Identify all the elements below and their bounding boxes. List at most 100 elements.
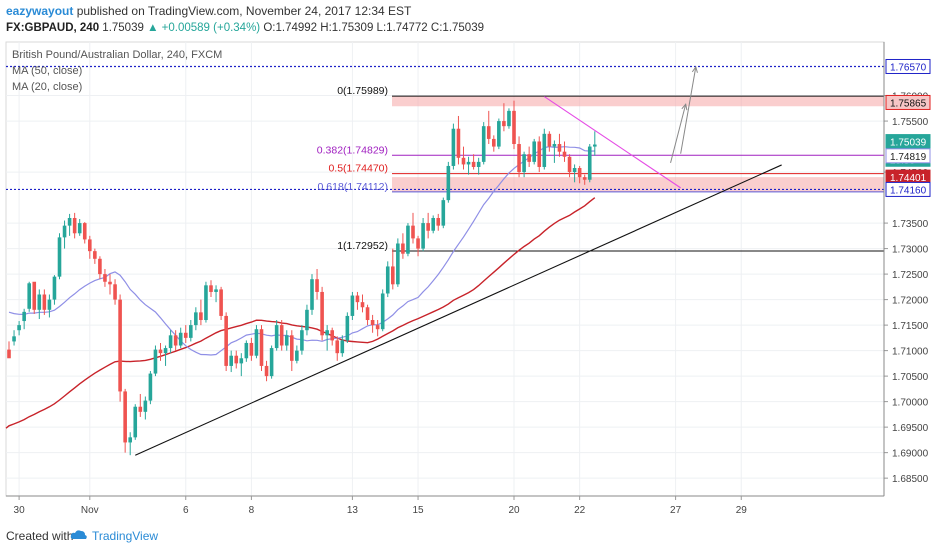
candle-body: [335, 340, 340, 354]
high-value: H:1.75309: [320, 22, 374, 34]
candle-body: [128, 437, 132, 443]
candle-body: [315, 279, 319, 292]
candle-body: [375, 325, 380, 330]
y-tick-label: 1.73500: [892, 219, 929, 230]
candle-body: [274, 325, 279, 349]
candle-body: [93, 251, 97, 259]
candle-body: [295, 350, 299, 361]
candle-body: [486, 126, 491, 139]
candle-body: [330, 330, 334, 341]
fib-level-label: 1(1.72952): [337, 240, 388, 252]
candle-body: [138, 406, 143, 412]
candle-body: [406, 225, 410, 254]
candle-body: [587, 146, 592, 180]
candle-body: [32, 281, 37, 310]
candle-body: [310, 279, 314, 310]
y-tick-label: 1.73000: [892, 245, 929, 256]
x-tick-label: 22: [574, 505, 586, 516]
tradingview-cloud-icon: [70, 530, 87, 539]
ma50-line: [5, 197, 596, 429]
candle-body: [229, 355, 233, 366]
candle-body: [577, 167, 582, 178]
candle-body: [204, 285, 208, 321]
drawings: [135, 65, 782, 456]
candle-body: [547, 133, 552, 147]
time-axis[interactable]: 30 Nov 6 8 13 15 20 22 27 29: [6, 495, 884, 516]
candle-body: [421, 223, 425, 249]
price-label: 1.74401: [890, 173, 927, 184]
candle-body: [62, 225, 67, 238]
candle-body: [219, 289, 223, 316]
candle-body: [98, 258, 102, 275]
candle-body: [527, 154, 531, 162]
candle-body: [380, 293, 385, 330]
y-tick-label: 1.69000: [892, 449, 929, 460]
candle-body: [401, 243, 405, 254]
candle-body: [173, 335, 178, 346]
candle-body: [512, 110, 516, 145]
fib-level-label: 0.618(1.74112): [318, 181, 388, 193]
x-tick-label: Nov: [81, 505, 99, 516]
candle-body: [411, 225, 415, 239]
candle-body: [57, 237, 62, 277]
candle-body: [224, 315, 228, 366]
candle-body: [365, 307, 370, 321]
candle-body: [552, 144, 557, 147]
candle-body: [517, 144, 521, 173]
candle-body: [350, 295, 355, 316]
y-tick-label: 1.69500: [892, 423, 929, 434]
change-value: +0.00589 (+0.34%): [161, 22, 261, 34]
candle-body: [391, 266, 395, 285]
price-chart[interactable]: 0(1.75989) 0.382(1.74829) 0.5(1.74470) 0.61…: [0, 40, 932, 520]
y-tick-label: 1.68500: [892, 474, 929, 485]
x-tick-label: 29: [736, 505, 748, 516]
candle-body: [163, 348, 168, 354]
candle-body: [77, 223, 82, 234]
price-label-box: [885, 181, 931, 197]
x-tick-label: 6: [183, 505, 189, 516]
legend-ma20[interactable]: MA (20, close): [12, 81, 83, 93]
author-link[interactable]: eazywayout: [6, 4, 74, 18]
footer: Created with TradingView: [0, 520, 932, 550]
candle-body: [441, 200, 446, 226]
last-price: 1.75039: [102, 22, 144, 34]
fib-labels: 0(1.75989) 0.382(1.74829) 0.5(1.74470) 0.61…: [317, 85, 388, 252]
candlesticks: [7, 100, 597, 456]
projection-arrow: [670, 104, 687, 164]
candle-body: [522, 154, 526, 173]
candle-body: [431, 217, 435, 231]
candle-body: [269, 348, 274, 377]
candle-body: [451, 128, 456, 166]
candle-body: [194, 312, 198, 326]
candle-body: [148, 373, 153, 401]
candle-body: [22, 311, 26, 322]
x-tick-label: 30: [14, 505, 26, 516]
x-tick-label: 15: [412, 505, 424, 516]
tradingview-brand[interactable]: TradingView: [92, 529, 159, 543]
y-tick-label: 1.71500: [892, 321, 929, 332]
candle-body: [305, 309, 309, 331]
candle-body: [244, 342, 249, 359]
fib-zone: [392, 177, 884, 192]
candle-body: [593, 144, 597, 147]
candle-body: [27, 283, 31, 309]
candle-body: [355, 295, 360, 303]
candle-body: [178, 332, 183, 346]
candle-body: [396, 243, 400, 285]
candle-body: [67, 217, 72, 226]
y-tick-label: 1.72000: [892, 296, 929, 307]
candle-body: [320, 291, 324, 336]
legend-title: British Pound/Australian Dollar, 240, FX…: [12, 49, 223, 61]
candle-body: [88, 239, 92, 252]
candle-body: [492, 138, 496, 147]
candle-body: [214, 289, 218, 292]
change-up-icon: ▲: [147, 22, 159, 34]
x-tick-label: 8: [249, 505, 255, 516]
fib-level-label: 0.5(1.74470): [328, 163, 388, 175]
legend-ma50[interactable]: MA (50, close): [12, 65, 83, 77]
candle-body: [582, 177, 587, 180]
candle-body: [254, 329, 259, 356]
price-label: 1.74160: [890, 185, 927, 196]
candle-body: [153, 349, 158, 374]
candle-body: [461, 157, 466, 165]
